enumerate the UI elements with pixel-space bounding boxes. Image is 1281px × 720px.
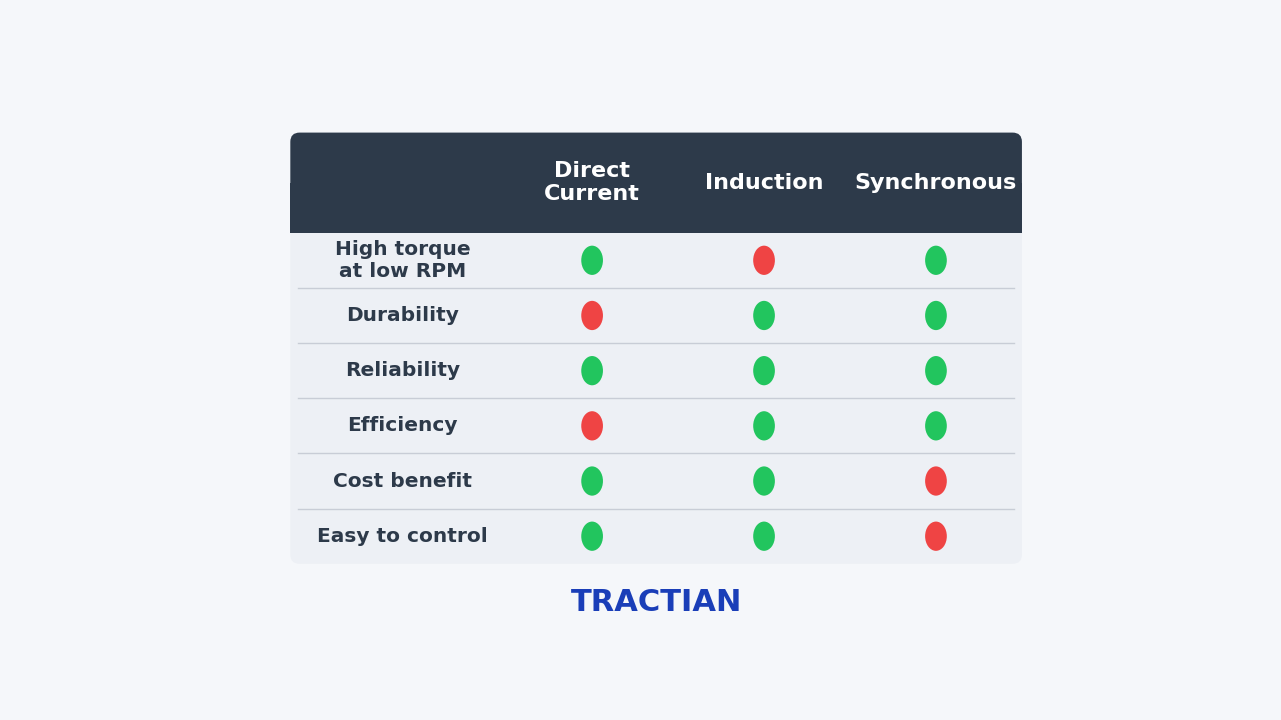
Ellipse shape (582, 246, 603, 275)
Ellipse shape (582, 521, 603, 551)
Ellipse shape (753, 246, 775, 275)
Ellipse shape (753, 411, 775, 441)
Text: Durability: Durability (346, 306, 459, 325)
Text: Direct
Current: Direct Current (544, 161, 640, 204)
Text: Reliability: Reliability (345, 361, 460, 380)
Text: Induction: Induction (705, 173, 824, 193)
Ellipse shape (582, 411, 603, 441)
Ellipse shape (582, 467, 603, 495)
Ellipse shape (925, 301, 947, 330)
Bar (291, 183, 1022, 233)
Ellipse shape (753, 301, 775, 330)
Text: TRACTIAN: TRACTIAN (571, 588, 742, 617)
FancyBboxPatch shape (291, 132, 1022, 564)
Ellipse shape (582, 356, 603, 385)
Text: High torque
at low RPM: High torque at low RPM (334, 240, 470, 281)
Ellipse shape (925, 411, 947, 441)
Ellipse shape (925, 467, 947, 495)
Ellipse shape (753, 521, 775, 551)
Ellipse shape (925, 246, 947, 275)
FancyBboxPatch shape (291, 132, 1022, 233)
Ellipse shape (753, 467, 775, 495)
Text: Cost benefit: Cost benefit (333, 472, 473, 490)
Text: Efficiency: Efficiency (347, 416, 457, 436)
Text: Easy to control: Easy to control (318, 527, 488, 546)
Text: Synchronous: Synchronous (854, 173, 1017, 193)
Ellipse shape (925, 521, 947, 551)
Ellipse shape (582, 301, 603, 330)
Ellipse shape (925, 356, 947, 385)
Ellipse shape (753, 356, 775, 385)
